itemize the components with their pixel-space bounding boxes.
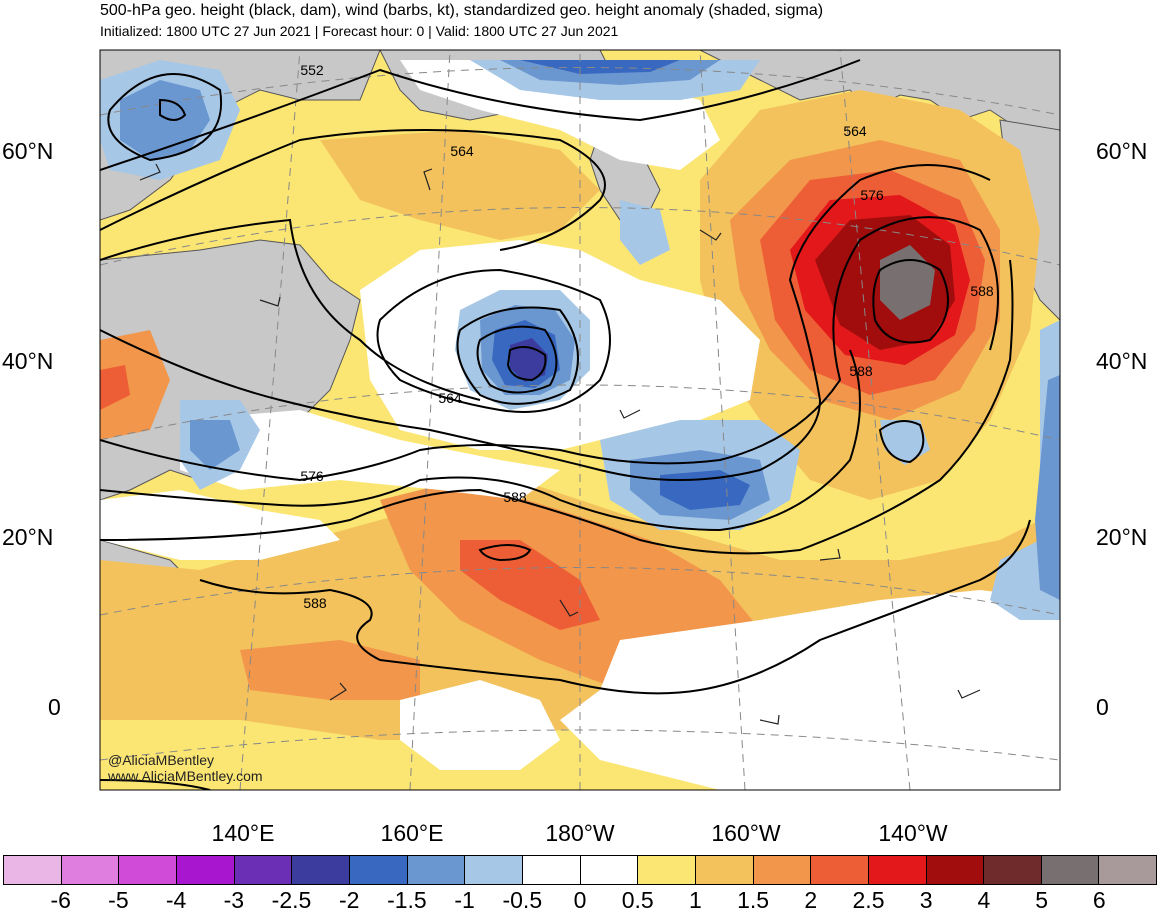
map-title: 500-hPa geo. height (black, dam), wind (… [100, 2, 824, 19]
colorbar-tick-label: -5 [108, 887, 129, 913]
contour-label: 552 [300, 62, 324, 78]
contour-label: 564 [450, 143, 474, 159]
colorbar-tick-label: 3 [919, 887, 933, 913]
colorbar-tick-label: 2.5 [852, 887, 885, 913]
wind-barbs [139, 163, 981, 725]
colorbar-swatch [811, 856, 869, 884]
colorbar-tick-label: 1 [688, 887, 702, 913]
colorbar-swatch [580, 856, 639, 884]
contour-label: 588 [303, 595, 327, 611]
lat-label-left: 0 [48, 694, 61, 720]
contour-label: 588 [970, 283, 994, 299]
colorbar-swatch [176, 856, 235, 884]
lat-label-left: 40°N [2, 348, 54, 374]
contour-label: 564 [438, 390, 462, 406]
lat-label-right: 40°N [1096, 348, 1148, 374]
lat-label-left: 20°N [2, 524, 54, 550]
colorbar-tick-label: 6 [1092, 887, 1106, 913]
colorbar-swatch [753, 856, 812, 884]
colorbar-tick-label: -2 [338, 887, 360, 913]
colorbar-swatch [119, 856, 177, 884]
credit-handle: @AliciaMBentley [108, 752, 215, 768]
colorbar-swatch [292, 856, 350, 884]
colorbar-swatch [1041, 856, 1100, 884]
lat-label-right: 60°N [1096, 138, 1148, 164]
lat-label-right: 20°N [1096, 524, 1148, 550]
colorbar-swatch [695, 856, 754, 884]
colorbar-tick-label: 5 [1035, 887, 1048, 913]
contour-label: 588 [849, 363, 873, 379]
lon-label: 160°W [711, 820, 781, 846]
height-contours [100, 59, 1031, 790]
colorbar-tick-label: -1.5 [387, 887, 427, 913]
map-frame [99, 49, 1061, 791]
colorbar-tick-label: -3 [223, 887, 245, 913]
colorbar-tick-label: -6 [50, 887, 71, 913]
contour-label: 588 [503, 489, 527, 505]
contour-label: 564 [843, 123, 867, 139]
colorbar-tick-label: -2.5 [271, 887, 312, 913]
colorbar-tick-label: 4 [977, 887, 991, 913]
colorbar-swatch [61, 856, 120, 884]
contour-label-group: 552 564 564 564 576 576 588 588 588 588 [300, 62, 994, 611]
lat-label-left: 60°N [2, 138, 54, 164]
lat-label-right: 0 [1096, 694, 1109, 720]
colorbar-swatch [984, 856, 1042, 884]
colorbar-swatch [407, 856, 466, 884]
colorbar-tick-label: 0.5 [621, 887, 654, 913]
colorbar-tick-label: -4 [165, 887, 187, 913]
colorbar-tick-label: 2 [804, 887, 818, 913]
lon-label: 140°E [211, 820, 275, 846]
lon-label: 140°W [878, 820, 948, 846]
colorbar-tick-label: 0 [573, 887, 587, 913]
colorbar-swatch [465, 856, 523, 884]
credit-website: www.AliciaMBentley.com [108, 768, 263, 784]
colorbar-tick-label: -1 [454, 887, 475, 913]
graticule [100, 50, 1060, 790]
lon-label: 160°E [380, 820, 444, 846]
anomaly-colorbar [3, 855, 1157, 885]
colorbar-swatch [926, 856, 985, 884]
colorbar-swatch [638, 856, 696, 884]
contour-label: 576 [300, 468, 324, 484]
colorbar-tick-label: -0.5 [502, 887, 543, 913]
negative-anomaly-shading [100, 60, 1060, 620]
colorbar-swatch [522, 856, 581, 884]
map-subtitle: Initialized: 1800 UTC 27 Jun 2021 | Fore… [100, 23, 619, 39]
colorbar-tick-label: 1.5 [737, 887, 770, 913]
colorbar-swatch [4, 856, 62, 884]
colorbar-swatch [234, 856, 293, 884]
contour-label: 576 [860, 187, 884, 203]
lon-label: 180°W [545, 820, 615, 846]
colorbar-swatch [1099, 856, 1157, 884]
colorbar-swatch [349, 856, 408, 884]
colorbar-swatch [868, 856, 927, 884]
